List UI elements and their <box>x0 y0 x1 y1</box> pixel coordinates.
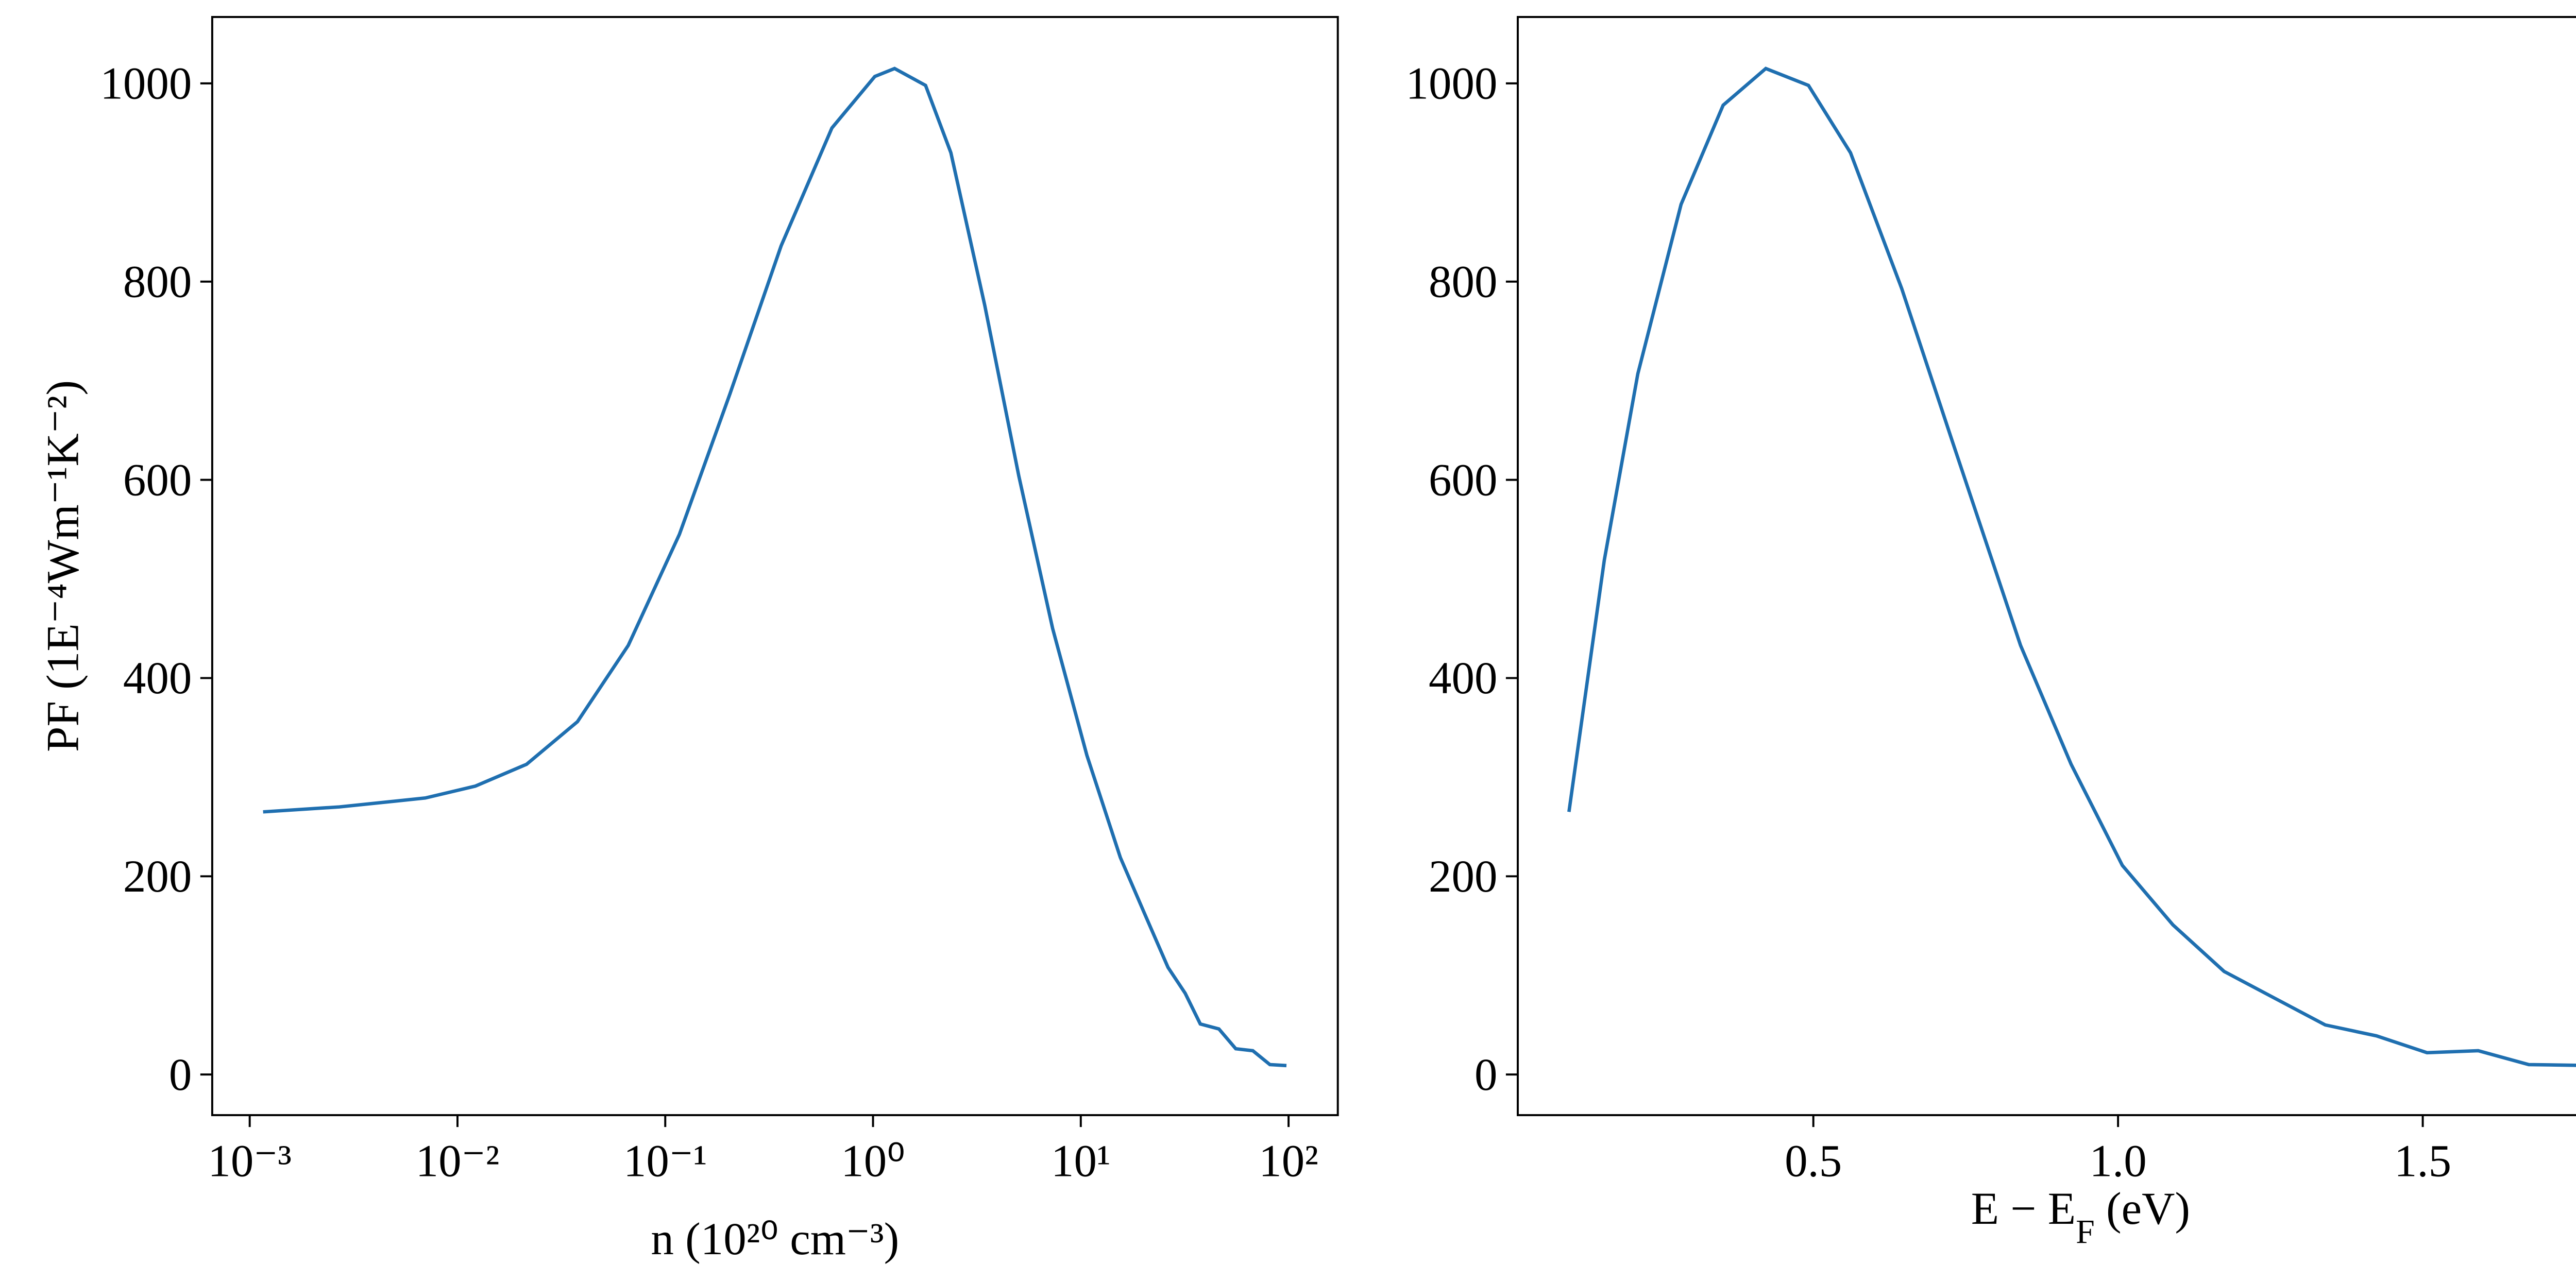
x-tick-label: 10⁻³ <box>208 1136 292 1187</box>
data-line <box>263 66 1287 1068</box>
x-tick-label: 10⁰ <box>841 1136 905 1187</box>
x-axis-label: E − EF (eV) <box>1971 1184 2190 1251</box>
x-tick-label: 1.0 <box>2090 1136 2147 1187</box>
x-axis-label-part: (eV) <box>2095 1184 2190 1234</box>
x-tick-label: 0.5 <box>1785 1136 1842 1187</box>
y-tick-label: 600 <box>123 455 192 505</box>
x-axis-label-part: E − E <box>1971 1184 2076 1234</box>
y-axis-label: PF (1E⁻⁴Wm⁻¹K⁻²) <box>38 380 89 752</box>
y-tick-label: 1000 <box>1406 59 1498 109</box>
plot-frame <box>211 16 1339 1117</box>
x-tick-label: 1.5 <box>2394 1136 2451 1187</box>
x-tick-label: 10⁻² <box>416 1136 500 1187</box>
y-tick-label: 600 <box>1429 455 1497 505</box>
y-tick-label: 400 <box>123 653 192 704</box>
x-axis-label: n (10²⁰ cm⁻³) <box>651 1214 899 1264</box>
x-tick-label: 10² <box>1259 1136 1318 1187</box>
y-tick-label: 0 <box>1475 1050 1497 1100</box>
y-tick-label: 200 <box>1429 851 1497 902</box>
y-tick-label: 400 <box>1429 653 1497 704</box>
y-tick-label: 200 <box>123 851 192 902</box>
x-axis-label-part: F <box>2076 1212 2095 1250</box>
plot-frame <box>1517 16 2576 1117</box>
y-tick-label: 1000 <box>100 59 192 109</box>
y-tick-label: 800 <box>1429 257 1497 307</box>
x-tick-label: 10¹ <box>1051 1136 1111 1187</box>
data-line <box>1567 66 2576 1067</box>
y-tick-label: 0 <box>169 1050 192 1100</box>
x-tick-label: 10⁻¹ <box>623 1136 707 1187</box>
y-tick-label: 800 <box>123 257 192 307</box>
